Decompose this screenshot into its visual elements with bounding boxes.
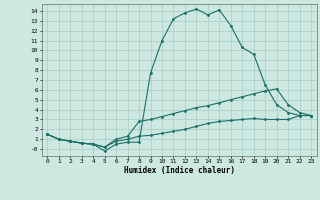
X-axis label: Humidex (Indice chaleur): Humidex (Indice chaleur) [124, 166, 235, 175]
